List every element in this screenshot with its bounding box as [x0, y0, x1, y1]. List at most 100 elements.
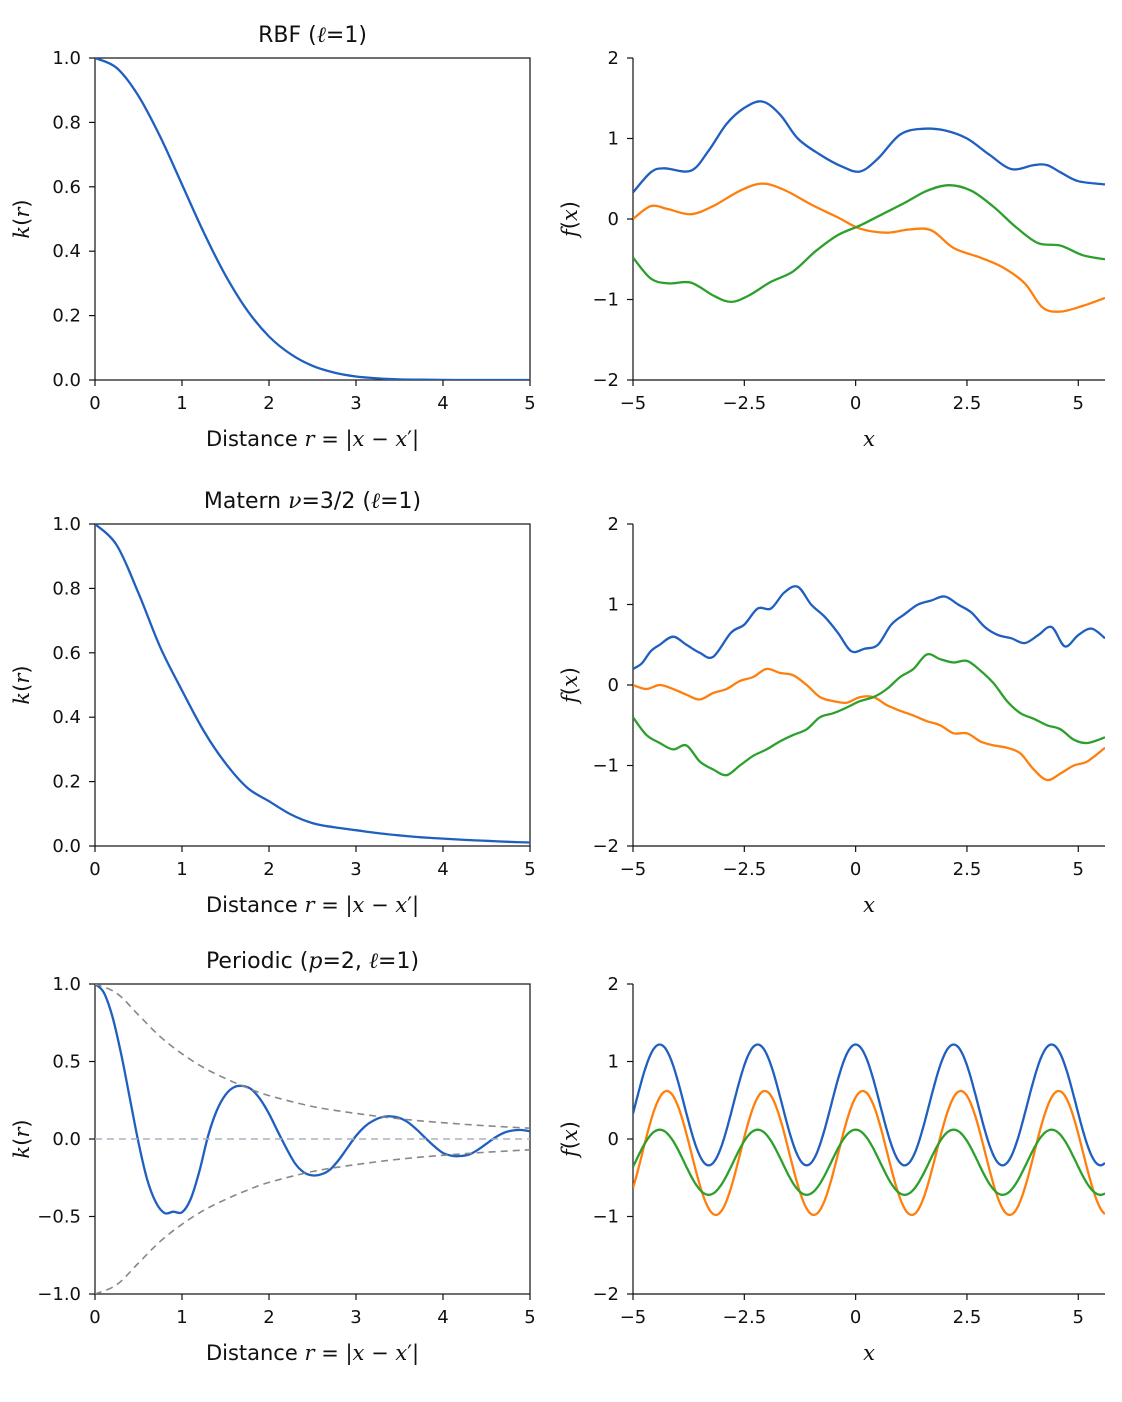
x-axis-label: x: [863, 427, 875, 451]
matern-kernel-panel: 0 1 2 3 4 5 0.0 0.2 0.4 0.6 0.8 1.0 Matern ν=3/2 (ℓ=…: [10, 489, 536, 918]
y-tick-label: −1: [592, 1207, 619, 1228]
y-tick-label: 1.0: [52, 974, 81, 995]
y-tick-label: 0.4: [52, 707, 81, 728]
y-tick-label: 1.0: [52, 514, 81, 535]
y-tick-label: 2: [608, 48, 619, 69]
series-line-0: [95, 524, 530, 844]
x-tick-label: 2.5: [953, 1307, 982, 1328]
series-line-0: [95, 984, 530, 1215]
y-axis-label: f(x): [558, 1121, 582, 1159]
periodic-samples-panel: −5 −2.5 0 2.5 5 −2 −1 0 1 2 x f(x): [558, 974, 1105, 1365]
x-tick-label: 1: [176, 1307, 187, 1328]
y-tick-label: 1: [608, 1052, 619, 1073]
y-tick-label: 0.0: [52, 370, 81, 391]
x-tick-label: 3: [350, 859, 361, 880]
y-axis-label: f(x): [558, 667, 582, 705]
x-axis-label: Distance r = |x − x′|: [206, 1341, 419, 1366]
x-tick-label: 5: [1073, 393, 1084, 414]
x-axis-label: x: [863, 893, 875, 917]
y-tick-label: 0.4: [52, 241, 81, 262]
y-tick-label: −1: [592, 756, 619, 777]
x-tick-label: 4: [437, 1307, 448, 1328]
y-tick-label: −2: [592, 370, 619, 391]
chart-title: Matern ν=3/2 (ℓ=1): [204, 489, 421, 514]
x-tick-label: 2: [263, 1307, 274, 1328]
y-tick-label: 1: [608, 129, 619, 150]
x-tick-label: 0: [89, 1307, 100, 1328]
y-tick-label: 0.0: [52, 1129, 81, 1150]
matern-samples-panel: −5 −2.5 0 2.5 5 −2 −1 0 1 2 x f(x): [558, 514, 1105, 917]
y-tick-label: 0: [608, 675, 619, 696]
plot-area: [95, 524, 530, 844]
series-line-2: [633, 652, 1105, 777]
rbf-samples-panel: −5 −2.5 0 2.5 5 −2 −1 0 1 2 x f(x): [558, 48, 1105, 451]
x-tick-label: 0: [850, 859, 861, 880]
x-tick-label: 1: [176, 859, 187, 880]
plot-area: [95, 58, 530, 380]
plot-area: [633, 100, 1105, 313]
y-tick-label: −1: [592, 290, 619, 311]
y-tick-label: 0.2: [52, 772, 81, 793]
y-tick-label: 0: [608, 1129, 619, 1150]
series-line-0: [633, 100, 1105, 194]
y-tick-label: 2: [608, 974, 619, 995]
y-axis-label: f(x): [558, 201, 582, 239]
series-line-1: [633, 667, 1105, 782]
series-line-0: [95, 58, 530, 380]
y-tick-label: 0.8: [52, 578, 81, 599]
plot-area: [95, 984, 530, 1294]
x-tick-label: −2.5: [722, 393, 766, 414]
x-tick-label: 4: [437, 393, 448, 414]
y-axis-label: k(r): [10, 1119, 34, 1158]
dashed-envelope-line: [95, 984, 530, 1129]
x-tick-label: −2.5: [722, 859, 766, 880]
y-tick-label: 1: [608, 595, 619, 616]
x-tick-label: −2.5: [722, 1307, 766, 1328]
y-tick-label: 2: [608, 514, 619, 535]
y-tick-label: 0.5: [52, 1052, 81, 1073]
x-tick-label: 5: [524, 859, 535, 880]
x-tick-label: 2: [263, 859, 274, 880]
x-tick-label: −5: [620, 393, 647, 414]
x-tick-label: 2.5: [953, 393, 982, 414]
series-line-1: [633, 1089, 1105, 1217]
x-tick-label: 4: [437, 859, 448, 880]
x-tick-label: 5: [1073, 859, 1084, 880]
x-axis-label: Distance r = |x − x′|: [206, 427, 419, 452]
x-tick-label: 5: [524, 393, 535, 414]
series-line-1: [633, 182, 1105, 313]
y-tick-label: −2: [592, 1284, 619, 1305]
x-tick-label: 0: [89, 393, 100, 414]
x-tick-label: 3: [350, 1307, 361, 1328]
plot-frame: [94, 57, 531, 381]
x-tick-label: 2: [263, 393, 274, 414]
y-tick-label: −0.5: [37, 1207, 81, 1228]
y-tick-label: −1.0: [37, 1284, 81, 1305]
y-tick-label: −2: [592, 836, 619, 857]
y-axis-label: k(r): [10, 199, 34, 238]
dashed-envelope-line: [95, 1149, 530, 1294]
x-tick-label: 1: [176, 393, 187, 414]
periodic-kernel-panel: 0 1 2 3 4 5 −1.0 −0.5 0.0 0.5 1.0 Periodic (p=2, ℓ=…: [10, 949, 536, 1366]
y-tick-label: 0.8: [52, 112, 81, 133]
y-tick-label: 0: [608, 209, 619, 230]
x-tick-label: −5: [620, 1307, 647, 1328]
x-axis-label: Distance r = |x − x′|: [206, 893, 419, 918]
plot-area: [633, 1043, 1105, 1217]
x-tick-label: 2.5: [953, 859, 982, 880]
y-tick-label: 0.6: [52, 177, 81, 198]
chart-title: Periodic (p=2, ℓ=1): [206, 949, 419, 974]
series-line-2: [633, 1128, 1105, 1196]
rbf-kernel-panel: 0 1 2 3 4 5 0.0 0.2 0.4 0.6 0.8 1.0 RBF (ℓ=1) Distanc…: [10, 23, 536, 452]
x-axis-label: x: [863, 1341, 875, 1365]
plot-frame: [94, 523, 531, 847]
x-tick-label: 5: [524, 1307, 535, 1328]
y-tick-label: 0.6: [52, 643, 81, 664]
series-line-0: [633, 585, 1105, 670]
x-tick-label: 3: [350, 393, 361, 414]
x-tick-label: −5: [620, 859, 647, 880]
chart-title: RBF (ℓ=1): [258, 23, 367, 48]
x-tick-label: 5: [1073, 1307, 1084, 1328]
series-line-2: [633, 184, 1105, 304]
